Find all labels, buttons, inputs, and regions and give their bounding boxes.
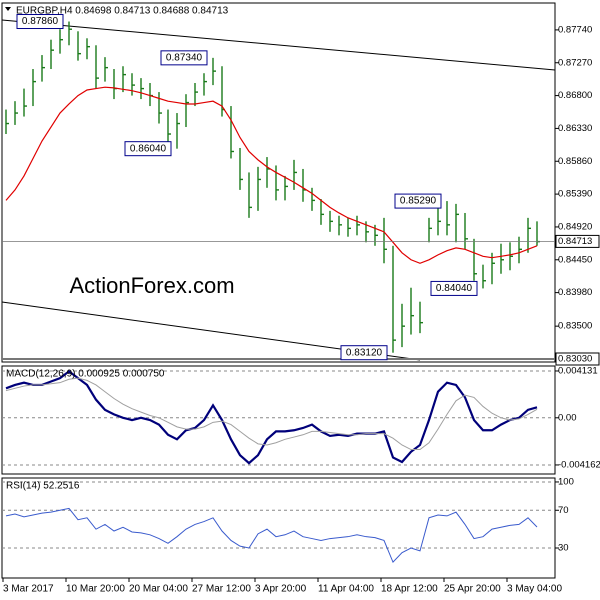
level-box xyxy=(555,234,600,248)
annotation-box xyxy=(160,50,208,66)
panel-title: RSI(14) 52.2516 xyxy=(6,481,80,492)
y-tick-label: 0.004131 xyxy=(558,365,598,376)
x-tick-label: 27 Mar 12:00 xyxy=(192,584,251,595)
indicator-line xyxy=(5,377,538,451)
annotation-box xyxy=(430,280,478,296)
panel-frame xyxy=(1,365,556,475)
x-tick-label: 10 Mar 20:00 xyxy=(66,584,125,595)
y-tick-label: -0.004162 xyxy=(558,459,600,470)
annotation-label: 0.87860 xyxy=(22,16,59,27)
annotation-label: 0.87340 xyxy=(166,52,203,63)
y-tick-label: 0.87740 xyxy=(558,24,592,35)
annotation-box xyxy=(124,141,172,157)
y-tick-label: 30 xyxy=(558,543,569,554)
y-tick-label: 0.86330 xyxy=(558,123,592,134)
x-tick-label: 3 Apr 20:00 xyxy=(255,584,307,595)
panel-frame xyxy=(1,477,556,579)
x-tick-label: 3 May 04:00 xyxy=(507,584,562,595)
annotation-box xyxy=(340,345,388,361)
y-tick-label: 0.83980 xyxy=(558,287,592,298)
y-tick-label: 70 xyxy=(558,505,569,516)
panel-frame xyxy=(1,2,556,363)
annotation-label: 0.83120 xyxy=(346,347,383,358)
x-tick-label: 18 Apr 12:00 xyxy=(381,584,438,595)
y-tick-label: 0.85860 xyxy=(558,156,592,167)
y-tick-label: 0.83500 xyxy=(558,321,592,332)
y-tick-label: 100 xyxy=(558,476,574,487)
y-tick-label: 0.84450 xyxy=(558,254,592,265)
indicator-line xyxy=(5,369,538,465)
trend-line xyxy=(1,19,556,71)
level-label: 0.83030 xyxy=(558,354,592,365)
panel-title: MACD(12,26,9) 0.000925 0.000750 xyxy=(6,369,165,380)
y-tick-label: 0.86800 xyxy=(558,90,592,101)
panel-title: EURGBP,H4 0.84698 0.84713 0.84688 0.8471… xyxy=(16,6,229,17)
y-tick-label: 0.87270 xyxy=(558,57,592,68)
x-tick-label: 20 Mar 04:00 xyxy=(129,584,188,595)
y-tick-label: 0.84920 xyxy=(558,221,592,232)
x-tick-label: 3 Mar 2017 xyxy=(3,584,54,595)
annotation-label: 0.85290 xyxy=(400,196,437,207)
indicator-line xyxy=(5,507,538,564)
menu-triangle xyxy=(5,7,11,11)
annotation-label: 0.86040 xyxy=(130,143,167,154)
moving-average xyxy=(5,86,538,264)
annotation-box xyxy=(394,193,442,209)
y-tick-label: 0.00 xyxy=(558,412,577,423)
x-tick-label: 11 Apr 04:00 xyxy=(318,584,374,595)
x-tick-label: 25 Apr 20:00 xyxy=(444,584,501,595)
annotation-label: 0.84040 xyxy=(436,283,473,294)
annotation-box xyxy=(16,14,64,30)
level-box xyxy=(555,352,600,366)
level-label: 0.84713 xyxy=(558,236,592,247)
watermark: ActionForex.com xyxy=(69,273,234,298)
y-tick-label: 0.85390 xyxy=(558,189,592,200)
